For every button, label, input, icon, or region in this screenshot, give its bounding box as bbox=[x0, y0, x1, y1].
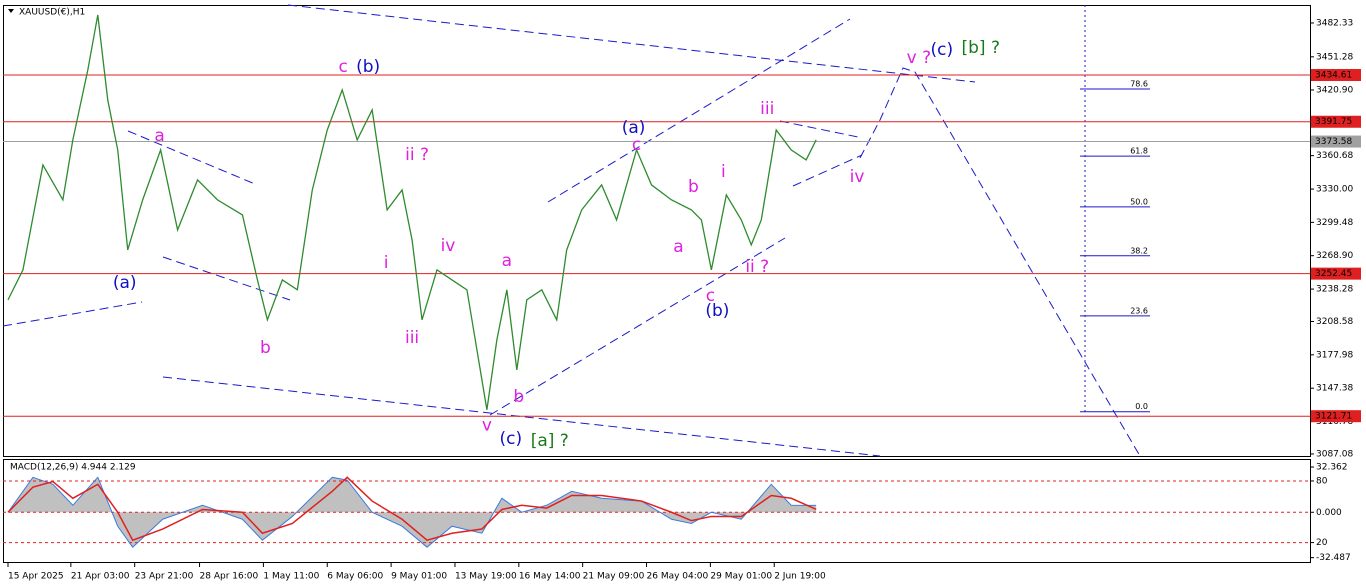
y-tick-label: 3360.68 bbox=[1316, 151, 1353, 161]
wave-label: iii bbox=[405, 328, 419, 348]
price-box-label: 3121.71 bbox=[1315, 412, 1352, 422]
fib-label: 61.8 bbox=[1130, 147, 1148, 156]
price-box bbox=[1311, 115, 1361, 128]
wave-label: c bbox=[339, 57, 348, 77]
y-tick-label: 3238.28 bbox=[1316, 285, 1353, 295]
x-tick-label: 21 May 09:00 bbox=[583, 572, 645, 582]
wave-label: v bbox=[482, 416, 492, 436]
wave-label: b bbox=[513, 387, 524, 407]
wave-label: (a) bbox=[113, 273, 137, 293]
price-line bbox=[7, 14, 817, 410]
wave-label: (c) bbox=[500, 429, 523, 449]
wave-label: i bbox=[721, 162, 726, 182]
trendline bbox=[547, 18, 851, 203]
x-tick-label: 16 May 14:00 bbox=[519, 572, 581, 582]
wave-label: a bbox=[673, 237, 683, 257]
fib-label: 0.0 bbox=[1135, 402, 1148, 411]
y-tick-label: 3268.90 bbox=[1316, 251, 1353, 261]
fib-label: 78.6 bbox=[1130, 79, 1148, 88]
price-box-label: 3434.61 bbox=[1315, 71, 1352, 81]
y-tick-label: -32.487 bbox=[1316, 553, 1351, 563]
price-frame bbox=[3, 5, 1311, 457]
fib-label: 50.0 bbox=[1130, 197, 1148, 206]
trendlines bbox=[2, 4, 1141, 457]
fib-label: 23.6 bbox=[1130, 306, 1148, 315]
wave-label: (b) bbox=[705, 301, 729, 321]
wave-label: ii ? bbox=[405, 145, 429, 165]
wave-label: (a) bbox=[622, 118, 646, 138]
wave-label: (c) bbox=[931, 40, 954, 60]
price-box bbox=[1311, 135, 1361, 148]
x-tick-label: 13 May 19:00 bbox=[455, 572, 517, 582]
wave-label: a bbox=[154, 126, 164, 146]
macd-title: MACD(12,26,9) 4.944 2.129 bbox=[10, 463, 136, 473]
macd-line bbox=[7, 476, 817, 548]
price-box bbox=[1311, 267, 1361, 280]
y-tick-label: 3330.00 bbox=[1316, 185, 1353, 195]
x-tick-label: 28 Apr 16:00 bbox=[200, 572, 259, 582]
price-box bbox=[1311, 410, 1361, 423]
wave-label: v ? bbox=[907, 48, 932, 68]
wave-label: iv bbox=[850, 167, 865, 187]
macd-frame bbox=[3, 459, 1311, 563]
trendline bbox=[127, 130, 256, 185]
trendline bbox=[287, 4, 976, 83]
wave-label: iv bbox=[441, 236, 456, 256]
price-box-label: 3391.75 bbox=[1315, 117, 1352, 127]
wave-label: ii ? bbox=[745, 257, 769, 277]
y-tick-label: 0.000 bbox=[1316, 508, 1342, 518]
y-tick-label: 3299.48 bbox=[1316, 218, 1353, 228]
y-tick-label: 3451.28 bbox=[1316, 52, 1353, 62]
y-tick-label: 3147.38 bbox=[1316, 384, 1353, 394]
y-tick-label: 3482.33 bbox=[1316, 18, 1353, 28]
wave-label: iii bbox=[760, 99, 774, 119]
wave-label: c bbox=[706, 286, 715, 306]
trendline bbox=[162, 256, 291, 301]
x-tick-label: 29 May 01:00 bbox=[710, 572, 772, 582]
y-tick-label: 3208.58 bbox=[1316, 317, 1353, 327]
y-tick-label: 3420.90 bbox=[1316, 85, 1353, 95]
wave-label: a bbox=[502, 251, 512, 271]
wave-label: c bbox=[632, 135, 641, 155]
trendline bbox=[2, 301, 143, 327]
y-tick-label: 20 bbox=[1316, 538, 1328, 548]
trendline bbox=[162, 376, 881, 457]
signal-line bbox=[7, 476, 817, 542]
x-tick-label: 21 Apr 03:00 bbox=[71, 572, 130, 582]
y-tick-label: 3177.98 bbox=[1316, 350, 1353, 360]
y-tick-label: 32.362 bbox=[1316, 463, 1348, 473]
wave-label: i bbox=[384, 253, 389, 273]
x-tick-label: 6 May 06:00 bbox=[327, 572, 383, 582]
projection bbox=[859, 67, 1141, 457]
price-box bbox=[1311, 69, 1361, 82]
trendline bbox=[489, 237, 786, 416]
price-box-label: 3373.58 bbox=[1315, 137, 1352, 147]
menu-arrow[interactable] bbox=[8, 9, 14, 13]
fib-label: 38.2 bbox=[1130, 246, 1148, 255]
wave-label: [a] ? bbox=[531, 431, 569, 451]
wave-label: b bbox=[260, 338, 271, 358]
y-tick-label: 3087.08 bbox=[1316, 449, 1353, 459]
price-box-label: 3252.45 bbox=[1315, 269, 1352, 279]
x-tick-label: 15 Apr 2025 bbox=[8, 572, 64, 582]
wave-label: b bbox=[688, 177, 699, 197]
y-tick-label: 80 bbox=[1316, 476, 1328, 486]
x-tick-label: 1 May 11:00 bbox=[263, 572, 319, 582]
x-tick-label: 9 May 01:00 bbox=[391, 572, 447, 582]
x-tick-label: 23 Apr 21:00 bbox=[135, 572, 194, 582]
wave-label: [b] ? bbox=[962, 38, 1000, 58]
symbol-title: XAUUSD(€),H1 bbox=[19, 8, 85, 18]
trendline bbox=[792, 154, 863, 187]
x-tick-label: 26 May 04:00 bbox=[647, 572, 709, 582]
x-tick-label: 2 Jun 19:00 bbox=[774, 572, 826, 582]
wave-label: (b) bbox=[356, 57, 380, 77]
